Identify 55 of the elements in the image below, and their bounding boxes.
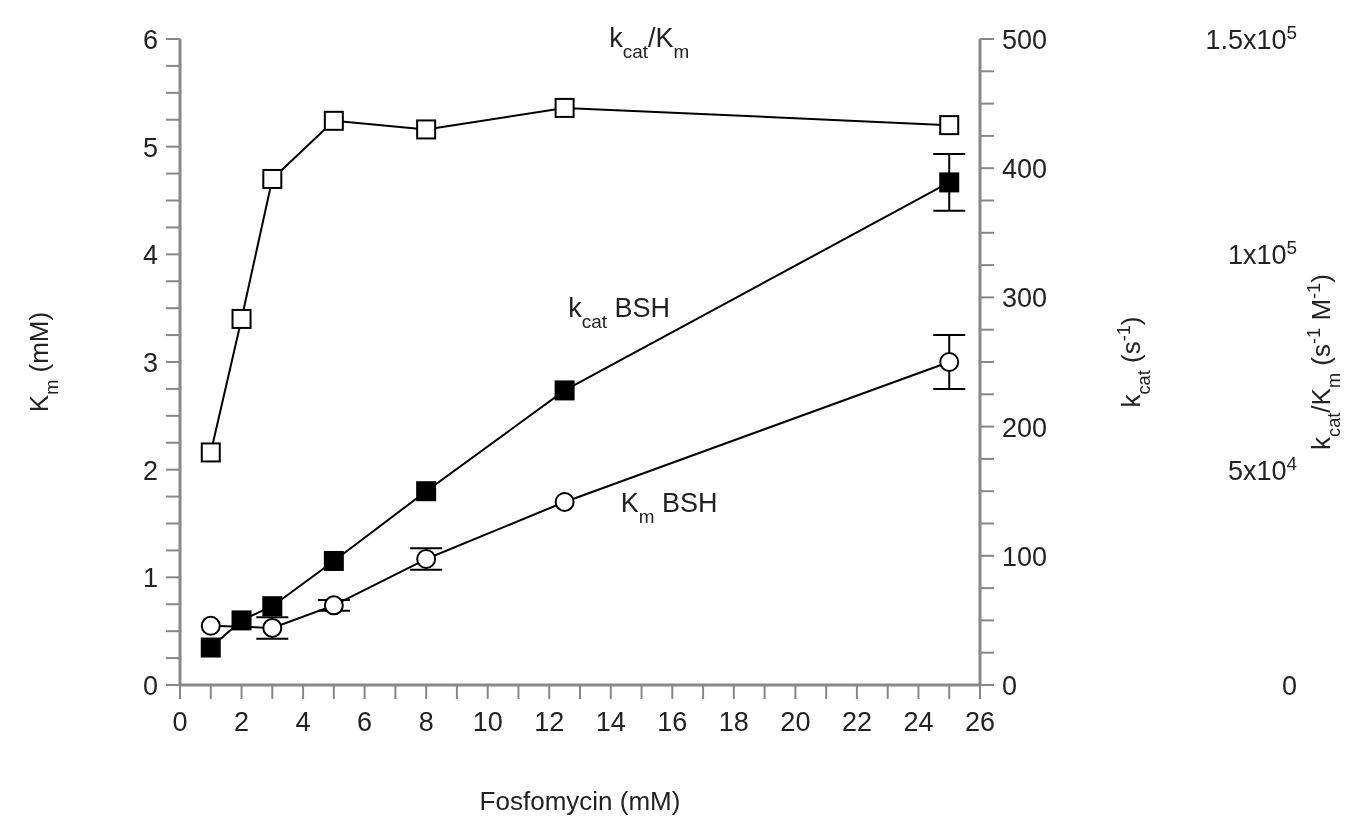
- point: [200, 637, 221, 658]
- point: [200, 615, 221, 636]
- point: [323, 550, 344, 571]
- point: [231, 308, 252, 329]
- series-label: k$_{cat}$/K$_{m}$: [609, 23, 690, 62]
- point: [554, 97, 575, 118]
- point: [323, 110, 344, 131]
- x-tick-label: 2: [234, 707, 250, 737]
- point: [416, 549, 437, 570]
- x-tick-label: 12: [534, 707, 565, 737]
- x-tick-label: 16: [657, 707, 688, 737]
- x-tick-label: 24: [903, 707, 934, 737]
- x-tick-label: 18: [718, 707, 749, 737]
- y-tick-label: 6: [142, 25, 158, 55]
- y2-tick-label: 400: [1002, 154, 1048, 185]
- point: [323, 595, 344, 616]
- y-tick-label: 3: [142, 348, 158, 378]
- point: [416, 481, 437, 502]
- series-label: k$_{cat}$ BSH: [568, 293, 671, 332]
- y2-tick-label: 300: [1002, 283, 1048, 314]
- point: [939, 352, 960, 372]
- series-label: K$_{m}$ BSH: [620, 488, 718, 527]
- point: [262, 617, 283, 638]
- point: [416, 119, 437, 140]
- y-tick-label: 2: [142, 455, 158, 486]
- point: [262, 168, 283, 189]
- x-tick-label: 22: [841, 707, 872, 737]
- x-tick-label: 6: [357, 707, 373, 737]
- y-tick-label: 1: [142, 563, 158, 594]
- y3-tick-label: 1.5x10$^{5}$: [1205, 21, 1297, 55]
- x-tick-label: 26: [964, 707, 996, 737]
- y3-tick-label: 5x10$^{4}$: [1227, 452, 1297, 486]
- x-axis-title: Fosfomycin (mM): [479, 786, 681, 816]
- point: [200, 442, 221, 463]
- y2-tick-label: 500: [1002, 25, 1048, 55]
- y-tick-label: 4: [142, 240, 158, 271]
- y2-tick-label: 0: [1002, 671, 1018, 701]
- point: [554, 491, 575, 512]
- point: [554, 380, 575, 401]
- y3-tick-label: 1x10$^{5}$: [1227, 236, 1297, 271]
- point: [939, 172, 960, 193]
- y-tick-label: 5: [142, 132, 158, 163]
- x-tick-label: 4: [295, 707, 311, 737]
- y-tick-label: 0: [142, 671, 158, 701]
- y3-tick-label: 0: [1281, 671, 1297, 701]
- point: [939, 115, 960, 136]
- point: [262, 596, 283, 617]
- x-tick-label: 0: [172, 707, 188, 737]
- x-tick-label: 10: [472, 707, 503, 737]
- x-tick-label: 8: [418, 707, 434, 737]
- x-tick-label: 20: [780, 707, 811, 737]
- y2-tick-label: 100: [1002, 541, 1048, 572]
- point: [231, 610, 252, 631]
- x-tick-label: 14: [595, 707, 626, 737]
- y2-tick-label: 200: [1002, 412, 1048, 443]
